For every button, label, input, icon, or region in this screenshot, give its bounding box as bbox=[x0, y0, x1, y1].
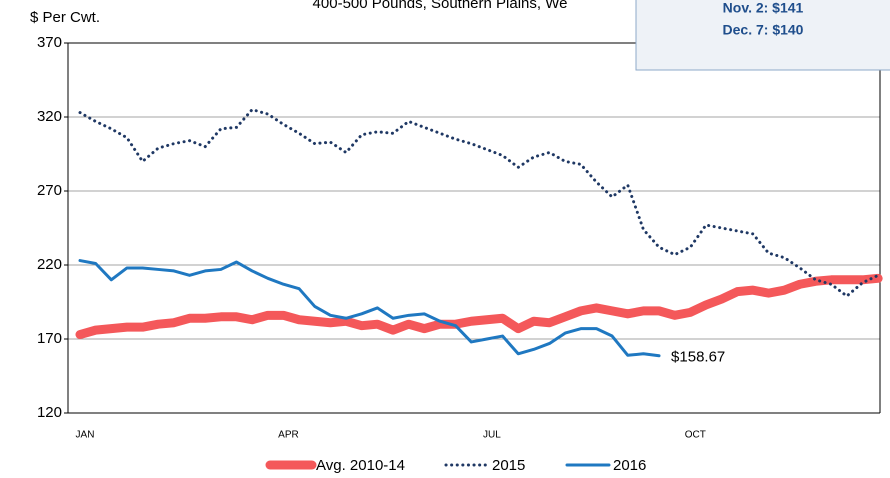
x-tick-label: APR bbox=[278, 430, 299, 441]
y-tick-label: 220 bbox=[37, 256, 62, 273]
y-tick-label: 320 bbox=[37, 108, 62, 125]
y-tick-label: 370 bbox=[37, 34, 62, 51]
series-line bbox=[78, 108, 880, 298]
x-tick-label: JAN bbox=[76, 430, 95, 441]
legend-label: 2016 bbox=[613, 457, 646, 474]
legend-label: Avg. 2010-14 bbox=[316, 457, 405, 474]
legend-label: 2015 bbox=[492, 457, 525, 474]
y-tick-label: 270 bbox=[37, 182, 62, 199]
annotation-box bbox=[635, 0, 890, 71]
chart-title: 400-500 Pounds, Southern Plains, We bbox=[313, 0, 568, 12]
x-tick-label: OCT bbox=[685, 430, 706, 441]
y-axis-label: $ Per Cwt. bbox=[30, 9, 100, 26]
series-line bbox=[75, 273, 883, 340]
annotation: Dec. 7: $140 bbox=[723, 22, 804, 38]
y-tick-label: 120 bbox=[37, 404, 62, 421]
annotation: Nov. 2: $141 bbox=[723, 0, 804, 16]
data-label: $158.67 bbox=[671, 349, 725, 366]
x-tick-label: JUL bbox=[483, 430, 501, 441]
y-tick-label: 170 bbox=[37, 330, 62, 347]
series-line bbox=[78, 259, 661, 358]
